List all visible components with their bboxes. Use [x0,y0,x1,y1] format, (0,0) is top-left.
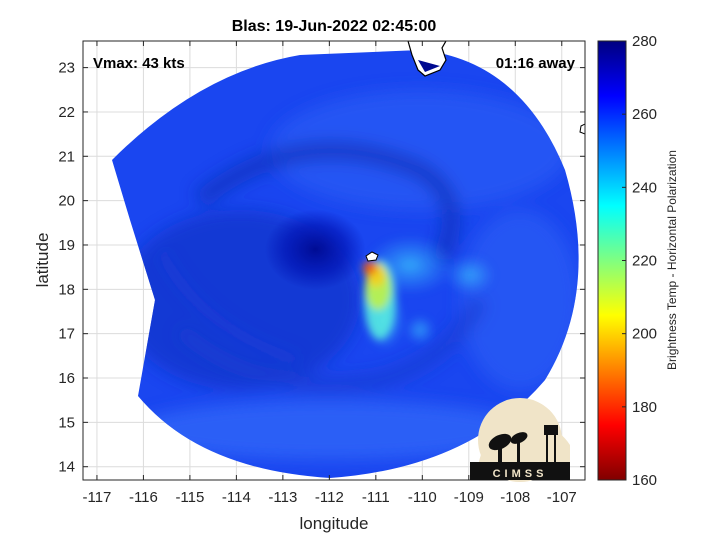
y-tick-label: 21 [58,148,75,165]
storm-eye [265,209,366,290]
colorbar-tick-label: 260 [632,106,657,123]
away-annotation: 01:16 away [496,55,576,72]
y-axis-label: latitude [33,233,52,288]
y-tick-label: 14 [58,459,75,476]
x-tick-label: -111 [362,489,390,506]
colorbar-ticks: 160 180 200 220 240 260 280 [622,33,657,489]
x-tick-label: -109 [454,489,484,506]
y-tick-label: 16 [58,370,75,387]
y-tick-label: 20 [58,193,75,210]
y-tick-label: 19 [58,237,75,254]
colorbar-label: Brightness Temp - Horizontal Polarizatio… [665,150,679,370]
y-tick-label: 17 [58,326,75,343]
cimss-logo: CIMSS [470,398,570,482]
x-tick-labels: -117 -116 -115 -114 -113 -112 -111 -110 -109 -108… [82,489,576,506]
x-tick-label: -107 [547,489,577,506]
colorbar-tick-label: 280 [632,33,657,50]
island-outline [365,251,379,262]
vmax-annotation: Vmax: 43 kts [93,55,185,72]
axes-frame [82,40,586,481]
chart-title: Blas: 19-Jun-2022 02:45:00 [232,18,437,35]
colorbar-tick-label: 180 [632,399,657,416]
x-tick-label: -115 [175,489,204,506]
colorbar-tick-label: 200 [632,326,657,343]
y-tick-label: 23 [58,60,75,77]
brightness-temperature-field [112,41,585,478]
colorbar-tick-label: 220 [632,253,657,270]
y-tick-label: 22 [58,104,75,121]
x-tick-label: -114 [222,489,251,506]
x-tick-label: -108 [500,489,530,506]
x-tick-label: -113 [268,489,297,506]
x-tick-label: -112 [315,489,344,506]
axis-ticks [83,41,585,480]
x-tick-label: -116 [129,489,158,506]
y-tick-labels: 14 15 16 17 18 19 20 21 22 23 [58,60,75,476]
colorbar [597,40,627,481]
logo-text: CIMSS [493,468,548,480]
colorbar-tick-label: 240 [632,179,657,196]
y-tick-label: 18 [58,281,75,298]
x-tick-label: -117 [82,489,111,506]
colorbar-tick-label: 160 [632,472,657,489]
x-tick-label: -110 [408,489,437,506]
y-tick-label: 15 [58,414,75,431]
x-axis-label: longitude [299,514,368,533]
